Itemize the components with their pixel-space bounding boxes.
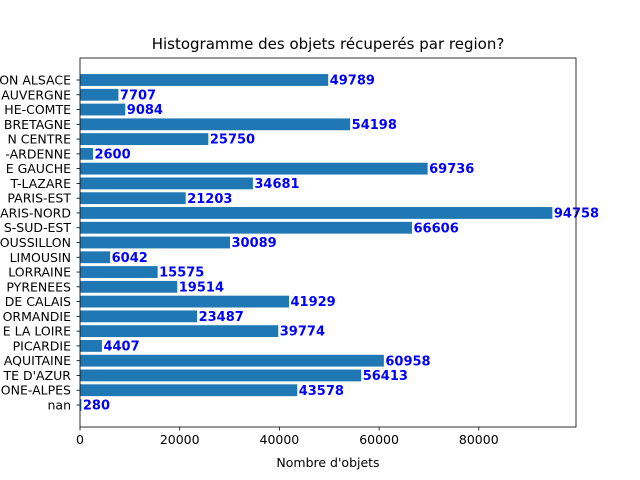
value-label: 4407 [103, 340, 139, 355]
x-tick-label: 80000 [459, 432, 499, 447]
x-tick-label: 20000 [160, 432, 200, 447]
y-tick-label: LORRAINE [8, 265, 71, 280]
y-tick-label: S-SUD-EST [4, 220, 71, 235]
y-tick-label: nan [47, 398, 71, 413]
value-label: 41929 [291, 295, 336, 310]
plot-area: 49789 ON ALSACE 7707 AUVERGNE 9084 HE-COMTE 54… [0, 57, 599, 447]
value-label: 43578 [299, 384, 344, 399]
y-tick-label: HE-COMTE [4, 102, 71, 117]
value-label: 49789 [330, 74, 375, 89]
bar [80, 384, 298, 397]
bar [80, 192, 186, 205]
value-label: 7707 [120, 88, 156, 103]
bar [80, 280, 178, 293]
y-tick-label: -ARDENNE [5, 146, 71, 161]
value-label: 30089 [231, 236, 276, 251]
bar [80, 133, 209, 145]
value-label: 69736 [429, 162, 474, 177]
bar [80, 266, 158, 278]
value-label: 6042 [112, 251, 148, 266]
x-tick-label: 0 [76, 432, 84, 447]
y-tick-label: BRETAGNE [4, 117, 71, 132]
y-tick-label: ORMANDIE [3, 309, 72, 324]
value-label: 39774 [280, 325, 325, 340]
y-tick-label: DE CALAIS [5, 294, 71, 309]
bar [80, 236, 230, 249]
value-label: 15575 [159, 266, 204, 281]
bar [80, 399, 82, 411]
y-tick-label: ONE-ALPES [1, 383, 71, 398]
bar [80, 354, 384, 367]
value-label: 60958 [385, 354, 430, 369]
bar [80, 162, 428, 175]
bar [80, 251, 111, 264]
y-tick-label: PICARDIE [13, 338, 72, 353]
y-tick-label: OUSSILLON [0, 235, 71, 250]
y-tick-label: AQUITAINE [4, 353, 71, 368]
value-label: 34681 [254, 177, 299, 192]
value-label: 54198 [352, 118, 397, 133]
value-label: 25750 [210, 133, 255, 148]
y-tick-label: E GAUCHE [6, 161, 71, 176]
bar [80, 207, 553, 219]
y-tick-label: PARIS-EST [7, 191, 71, 206]
bar [80, 74, 329, 86]
y-tick-label: LIMOUSIN [10, 250, 71, 265]
bar [80, 147, 93, 160]
bar [80, 103, 126, 116]
plot-frame [79, 57, 577, 428]
x-axis-label: Nombre d'objets [276, 455, 379, 470]
value-label: 19514 [179, 280, 224, 295]
chart-title: Histogramme des objets récuperés par reg… [152, 35, 505, 53]
y-tick-label: E LA LOIRE [3, 324, 71, 339]
value-label: 56413 [363, 369, 408, 384]
y-tick-label: ON ALSACE [0, 73, 71, 88]
y-tick-label: ARIS-NORD [0, 205, 71, 220]
value-label: 94758 [554, 207, 599, 222]
bar [80, 295, 290, 308]
y-tick-label: T-LAZARE [10, 176, 72, 191]
value-label: 21203 [187, 192, 232, 207]
bar [80, 310, 198, 323]
y-tick-label: AUVERGNE [1, 87, 71, 102]
bar [80, 118, 351, 131]
x-tick-label: 40000 [260, 432, 300, 447]
value-label: 280 [83, 399, 110, 414]
bar [80, 340, 102, 352]
bar [80, 325, 279, 338]
value-label: 23487 [199, 310, 244, 325]
bar [80, 177, 253, 190]
value-label: 2600 [94, 147, 130, 162]
bar [80, 221, 413, 234]
y-tick-label: N CENTRE [7, 132, 71, 147]
value-label: 66606 [414, 221, 459, 236]
y-tick-label: TE D'AZUR [2, 368, 71, 383]
bar [80, 88, 119, 101]
bar [80, 369, 362, 382]
y-tick-label: PYRENEES [6, 279, 71, 294]
x-tick-label: 60000 [359, 432, 399, 447]
value-label: 9084 [127, 103, 163, 118]
